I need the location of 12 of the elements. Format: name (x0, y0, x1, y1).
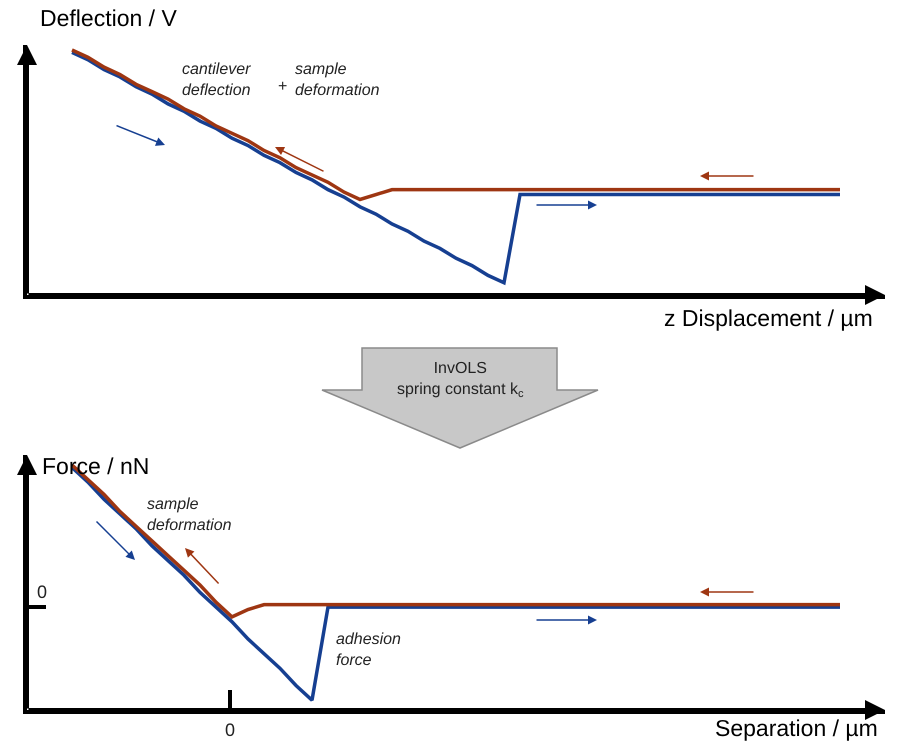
text: 0 (37, 582, 48, 602)
annotation: sample deformation (147, 496, 232, 534)
annotation: cantilever deflection (182, 61, 252, 99)
x-axis-title: Separation / µm (715, 715, 878, 741)
annotation: sample deformation (295, 61, 380, 99)
annotation: adhesion force (336, 631, 402, 669)
y-axis-title: Deflection / V (40, 5, 178, 31)
text: InvOLS spring constant k$_{c}$ (397, 360, 524, 400)
x-axis-title: z Displacement / µm (664, 305, 873, 331)
y-axis-title: Force / nN (42, 453, 150, 479)
text: 0 (225, 720, 236, 740)
annotation: + (278, 78, 288, 95)
